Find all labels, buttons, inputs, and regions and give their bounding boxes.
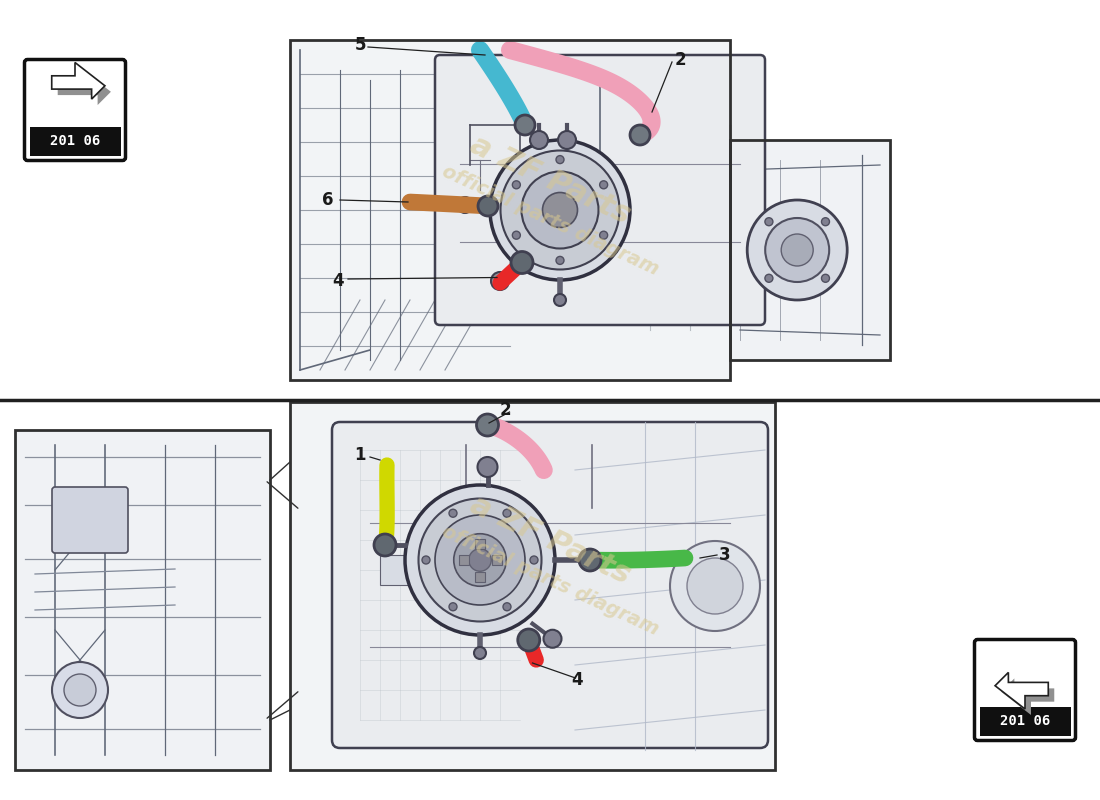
Text: 4: 4	[332, 272, 344, 290]
Bar	[290, 402, 776, 770]
Circle shape	[478, 196, 498, 216]
Circle shape	[579, 549, 601, 571]
Circle shape	[747, 200, 847, 300]
Text: 201 06: 201 06	[50, 134, 100, 148]
Polygon shape	[996, 673, 1048, 709]
Circle shape	[490, 140, 630, 280]
Circle shape	[764, 218, 773, 226]
Text: official parts diagram: official parts diagram	[439, 522, 661, 638]
Circle shape	[52, 662, 108, 718]
Circle shape	[456, 197, 473, 213]
Circle shape	[422, 556, 430, 564]
Bar	[15, 430, 270, 770]
Text: 4: 4	[572, 671, 583, 689]
Circle shape	[453, 534, 506, 586]
Bar	[730, 140, 890, 360]
Text: 201 06: 201 06	[1000, 714, 1050, 728]
Text: 6: 6	[322, 191, 333, 209]
Circle shape	[518, 629, 540, 651]
Bar	[290, 402, 776, 770]
Bar	[379, 555, 434, 585]
Text: 2: 2	[499, 401, 512, 419]
Circle shape	[521, 171, 598, 249]
Text: 5: 5	[354, 36, 365, 54]
Polygon shape	[52, 62, 104, 99]
FancyBboxPatch shape	[24, 59, 125, 161]
Circle shape	[477, 457, 497, 477]
Polygon shape	[1001, 678, 1054, 715]
Circle shape	[670, 541, 760, 631]
Circle shape	[500, 150, 619, 270]
Bar	[15, 430, 270, 770]
Circle shape	[474, 647, 486, 659]
Bar	[979, 707, 1070, 735]
Bar	[730, 140, 890, 360]
FancyBboxPatch shape	[975, 639, 1076, 741]
Circle shape	[542, 193, 578, 227]
Circle shape	[766, 218, 829, 282]
Polygon shape	[57, 69, 111, 105]
Circle shape	[375, 535, 395, 555]
Circle shape	[530, 556, 538, 564]
Circle shape	[556, 256, 564, 265]
Circle shape	[781, 234, 813, 266]
Circle shape	[764, 274, 773, 282]
Circle shape	[513, 181, 520, 189]
Bar	[475, 571, 485, 582]
Circle shape	[600, 181, 607, 189]
Circle shape	[503, 510, 512, 518]
Circle shape	[600, 231, 607, 239]
FancyBboxPatch shape	[332, 422, 768, 748]
Circle shape	[434, 515, 525, 605]
Circle shape	[558, 131, 576, 149]
Text: 1: 1	[354, 446, 365, 464]
Bar	[290, 40, 730, 380]
Circle shape	[476, 414, 498, 436]
Text: a ZF Parts: a ZF Parts	[465, 130, 635, 230]
Circle shape	[503, 602, 512, 610]
Circle shape	[512, 251, 534, 274]
Bar	[290, 40, 730, 380]
Circle shape	[449, 602, 456, 610]
Circle shape	[688, 558, 742, 614]
FancyBboxPatch shape	[52, 487, 128, 553]
Circle shape	[822, 218, 829, 226]
Bar	[475, 538, 485, 549]
Text: 3: 3	[719, 546, 730, 564]
Circle shape	[515, 115, 535, 135]
FancyBboxPatch shape	[434, 55, 764, 325]
Circle shape	[630, 125, 650, 145]
Circle shape	[405, 485, 556, 635]
Circle shape	[449, 510, 456, 518]
Circle shape	[581, 551, 600, 569]
Circle shape	[543, 630, 561, 648]
Circle shape	[469, 549, 492, 571]
Circle shape	[418, 498, 541, 622]
Circle shape	[513, 231, 520, 239]
Bar	[459, 555, 469, 565]
Circle shape	[530, 131, 548, 149]
Text: official parts diagram: official parts diagram	[439, 162, 661, 278]
Bar	[492, 555, 502, 565]
Circle shape	[491, 272, 509, 290]
Circle shape	[822, 274, 829, 282]
Bar	[30, 127, 121, 155]
Circle shape	[374, 534, 396, 556]
Circle shape	[554, 294, 566, 306]
Circle shape	[556, 155, 564, 164]
Text: a ZF Parts: a ZF Parts	[465, 490, 635, 590]
Text: 2: 2	[674, 51, 685, 69]
Circle shape	[64, 674, 96, 706]
